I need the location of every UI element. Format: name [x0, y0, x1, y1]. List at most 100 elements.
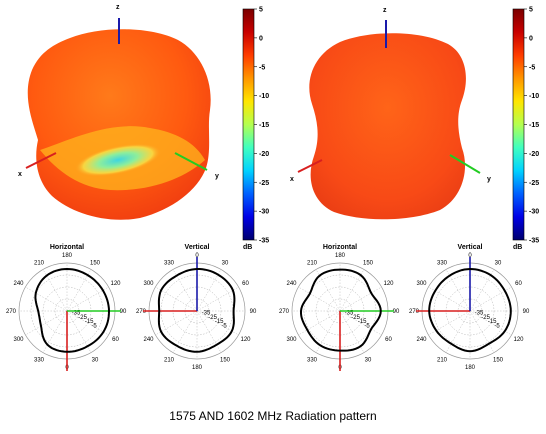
polar-pattern-trace	[157, 268, 236, 353]
colorbar-tick-label: -15	[529, 122, 539, 129]
polar-angle-label: 150	[493, 357, 504, 363]
pattern-3d-left: x y z	[18, 4, 219, 220]
polar-angle-label: 0	[195, 253, 199, 259]
colorbar-tick-label: -25	[259, 180, 269, 187]
colorbar-gradient	[512, 8, 525, 241]
polar-grid-spoke	[25, 286, 68, 312]
polar-radial-label: -25	[208, 315, 217, 321]
colorbar-tick-label: 5	[259, 7, 263, 14]
polar-angle-label: 180	[465, 365, 476, 371]
polar-radial-label: -15	[215, 319, 224, 325]
polar-angle-label: 30	[365, 357, 372, 363]
colorbar-left: 5 0 -5 -10 -15 -20 -25 -30 -35 dB	[242, 7, 269, 251]
polar-radial-label: -25	[481, 315, 490, 321]
x-axis-label-left: x	[18, 171, 22, 178]
polar-angle-label: 300	[416, 281, 427, 287]
polar-angle-label: 90	[250, 309, 257, 315]
polar-grid-spoke	[315, 310, 341, 353]
polar-angle-label: 240	[286, 281, 297, 287]
colorbar-tick-label: -10	[529, 93, 539, 100]
polar-grid-spoke	[469, 310, 495, 353]
colorbar-tick-label: 5	[529, 7, 533, 14]
polar-angle-label: 30	[495, 261, 502, 267]
y-axis-label-left: y	[215, 173, 219, 180]
polar-angle-label: 120	[383, 281, 394, 287]
polar-angle-label: 30	[222, 261, 229, 267]
polar-grid-spoke	[339, 310, 382, 336]
polar-radial-label: -25	[351, 315, 360, 321]
polar-grid-spoke	[155, 310, 198, 336]
colorbar-tick-label: -5	[259, 64, 265, 71]
polar-angle-label: 270	[409, 309, 420, 315]
polar-grid-spoke	[66, 310, 109, 336]
x-axis-line-right	[297, 159, 323, 173]
colorbar-tick-label: -5	[529, 64, 535, 71]
polar-angle-label: 300	[143, 281, 154, 287]
polar-angle-label: 30	[92, 357, 99, 363]
polar-angle-label: 150	[90, 261, 101, 267]
polar-plot-2: Vertical 0 30 60 90 120 150 180 210 240 270 300 330 -…	[136, 244, 257, 371]
colorbar-tick-label: -15	[259, 122, 269, 129]
polar-angle-label: 270	[6, 309, 17, 315]
polar-angle-label: 270	[279, 309, 290, 315]
z-axis-label-right: z	[383, 7, 387, 14]
polar-angle-label: 90	[120, 309, 127, 315]
polar-plot-1: Horizontal180150120906030033030027024021…	[6, 244, 127, 371]
polar-angle-label: 300	[13, 337, 24, 343]
pattern-surface-right	[309, 33, 466, 220]
polar-grid-spoke	[196, 269, 222, 312]
colorbar-tick-label: -20	[529, 151, 539, 158]
polar-grid-spoke	[66, 269, 92, 312]
polar-angle-label: 150	[363, 261, 374, 267]
polar-angle-label: 330	[307, 357, 318, 363]
polar-radial-label: -35	[202, 311, 211, 317]
polar-grid-spoke	[445, 310, 471, 353]
y-axis-line-right	[449, 154, 481, 174]
polar-pattern-trace	[34, 267, 111, 353]
polar-radial-label: -35	[72, 311, 81, 317]
polar-angle-label: 60	[385, 337, 392, 343]
pattern-surface-left	[27, 29, 211, 220]
polar-title: Horizontal	[50, 244, 84, 251]
polar-angle-label: 240	[416, 337, 427, 343]
colorbar-tick-label: -35	[529, 238, 539, 245]
polar-plot-4: Vertical 0 30 60 90 120 150 180 210 240 270 300 330 -…	[409, 244, 530, 371]
polar-grid-spoke	[196, 286, 239, 312]
polar-angle-label: 270	[136, 309, 147, 315]
colorbar-tick-label: 0	[259, 35, 263, 42]
polar-radial-label: -5	[221, 323, 227, 329]
polar-angle-label: 60	[242, 281, 249, 287]
polar-radial-label: -25	[78, 315, 87, 321]
polar-title: Vertical	[185, 244, 210, 251]
colorbar-tick-label: 0	[529, 35, 533, 42]
polar-angle-label: 120	[513, 337, 524, 343]
pattern-3d-right: x y z	[290, 7, 491, 220]
polar-plot-3: Horizontal180150120906030033030027024021…	[279, 244, 400, 371]
polar-angle-label: 330	[437, 261, 448, 267]
polar-title: Horizontal	[323, 244, 357, 251]
polar-angle-label: 210	[34, 261, 45, 267]
polar-grid-spoke	[66, 286, 109, 312]
y-axis-label-right: y	[487, 176, 491, 183]
colorbar-unit: dB	[513, 244, 522, 251]
colorbar-tick-label: -10	[259, 93, 269, 100]
colorbar-tick-label: -30	[259, 209, 269, 216]
polar-grid-spoke	[298, 310, 341, 336]
polar-radial-label: -15	[358, 319, 367, 325]
polar-radial-label: -35	[475, 311, 484, 317]
colorbar-gradient	[242, 8, 255, 241]
polar-angle-label: 210	[307, 261, 318, 267]
polar-grid-spoke	[469, 269, 495, 312]
colorbar-right: 5 0 -5 -10 -15 -20 -25 -30 -35 dB	[512, 7, 539, 251]
polar-angle-label: 60	[515, 281, 522, 287]
polar-angle-label: 90	[393, 309, 400, 315]
polar-radial-label: -15	[85, 319, 94, 325]
polar-grid-spoke	[155, 286, 198, 312]
x-axis-label-right: x	[290, 176, 294, 183]
polar-angle-label: 300	[286, 337, 297, 343]
polar-plots: Horizontal180150120906030033030027024021…	[6, 244, 530, 371]
figure-caption: 1575 AND 1602 MHz Radiation pattern	[169, 409, 377, 423]
colorbar-tick-label: -20	[259, 151, 269, 158]
z-axis-label-left: z	[116, 4, 120, 11]
polar-angle-label: 60	[112, 337, 119, 343]
